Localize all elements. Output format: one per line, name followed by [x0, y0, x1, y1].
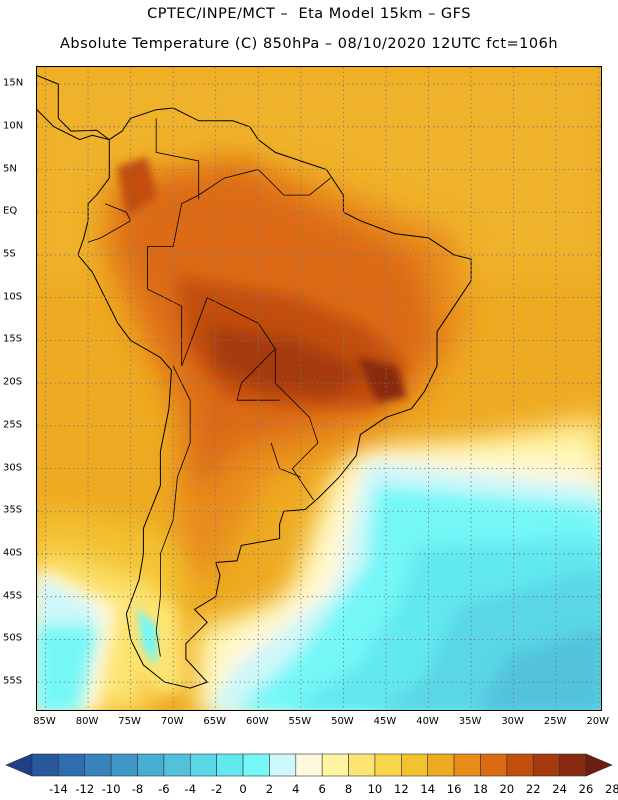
colorbar-swatch: [137, 753, 165, 777]
latitude-label: 5N: [3, 163, 17, 175]
map-title-line-1: CPTEC/INPE/MCT – Eta Model 15km – GFS: [147, 6, 471, 22]
latitude-label: 10N: [3, 120, 24, 132]
latitude-label: 35S: [3, 504, 23, 516]
colorbar-swatch: [480, 753, 508, 777]
longitude-label: 25W: [543, 716, 567, 727]
colorbar-swatch: [559, 753, 587, 777]
colorbar-swatch: [453, 753, 481, 777]
colorbar-swatch: [58, 753, 86, 777]
colorbar-swatch: [163, 753, 191, 777]
longitude-label: 65W: [203, 716, 227, 727]
colorbar-tick-label: 26: [578, 782, 594, 796]
colorbar-tick-label: 28: [605, 782, 618, 796]
colorbar-tick-label: 0: [239, 782, 247, 796]
colorbar-tick-label: 10: [367, 782, 383, 796]
colorbar-tick-label: 20: [499, 782, 515, 796]
colorbar-tick-label: 12: [394, 782, 409, 796]
longitude-label: 85W: [33, 716, 56, 727]
longitude-label: 35W: [458, 716, 482, 727]
longitude-label: 20W: [586, 716, 610, 727]
longitude-label: 70W: [160, 716, 184, 727]
colorbar-tick-label: -6: [158, 782, 170, 796]
colorbar-swatch: [84, 753, 112, 777]
latitude-label: 45S: [3, 590, 23, 602]
latitude-label: 30S: [3, 462, 23, 474]
colorbar: [5, 753, 613, 777]
country-border: [155, 118, 200, 200]
colorbar-tick-label: 22: [525, 782, 541, 796]
central-america-outline: [37, 74, 110, 141]
colorbar-swatch: [31, 753, 59, 777]
colorbar-swatch: [374, 753, 402, 777]
colorbar-swatch: [506, 753, 534, 777]
colorbar-tick-label: -2: [210, 782, 223, 796]
colorbar-swatch: [242, 753, 270, 777]
colorbar-tick-label: 6: [318, 782, 326, 796]
latitude-label: EQ: [3, 205, 18, 217]
longitude-label: 55W: [288, 716, 312, 727]
colorbar-tick-label: -8: [131, 782, 144, 796]
colorbar-swatch: [295, 753, 323, 777]
colorbar-swatch: [216, 753, 244, 777]
latitude-label: 25S: [3, 419, 23, 431]
latitude-label: 10S: [3, 291, 23, 303]
continent-outline: [77, 107, 472, 689]
colorbar-swatch: [321, 753, 349, 777]
colorbar-high-triangle: [585, 753, 613, 777]
latitude-label: 55S: [3, 675, 23, 687]
longitude-label: 30W: [501, 716, 524, 727]
colorbar-tick-label: 24: [552, 782, 567, 796]
longitude-label: 60W: [245, 716, 269, 727]
temperature-map: [36, 66, 602, 711]
colorbar-swatch: [269, 753, 297, 777]
country-border: [270, 442, 301, 478]
map-title-line-2: Absolute Temperature (C) 850hPa – 08/10/…: [59, 36, 559, 52]
latitude-label: 40S: [3, 547, 23, 559]
colorbar-tick-label: -14: [48, 782, 68, 796]
longitude-label: 50W: [331, 716, 354, 727]
colorbar-tick-label: -12: [75, 782, 95, 796]
latitude-label: 15N: [3, 77, 24, 89]
colorbar-tick-label: 4: [292, 782, 300, 796]
longitude-label: 40W: [416, 716, 439, 727]
colorbar-tick-label: 8: [344, 782, 353, 796]
colorbar-swatch: [348, 753, 376, 777]
latitude-label: 20S: [3, 376, 23, 388]
colorbar-swatch: [427, 753, 455, 777]
colorbar-swatch: [532, 753, 560, 777]
latitude-label: 15S: [3, 333, 23, 345]
country-border: [147, 169, 331, 366]
colorbar-tick-label: 18: [473, 782, 488, 796]
colorbar-low-triangle: [5, 753, 33, 777]
temperature-field: [37, 67, 601, 710]
colorbar-tick-label: -4: [184, 782, 197, 796]
latitude-label: 5S: [3, 248, 16, 260]
longitude-label: 75W: [118, 716, 141, 727]
colorbar-tick-label: 14: [420, 782, 436, 796]
colorbar-tick-label: -10: [101, 782, 121, 796]
colorbar-swatch: [189, 753, 217, 777]
colorbar-tick-label: 2: [265, 782, 274, 796]
colorbar-tick-label: 16: [446, 782, 462, 796]
colorbar-swatch: [401, 753, 429, 777]
country-border: [155, 365, 191, 657]
longitude-label: 80W: [75, 716, 99, 727]
longitude-label: 45W: [373, 716, 397, 727]
latitude-label: 50S: [3, 632, 23, 644]
colorbar-swatch: [110, 753, 138, 777]
